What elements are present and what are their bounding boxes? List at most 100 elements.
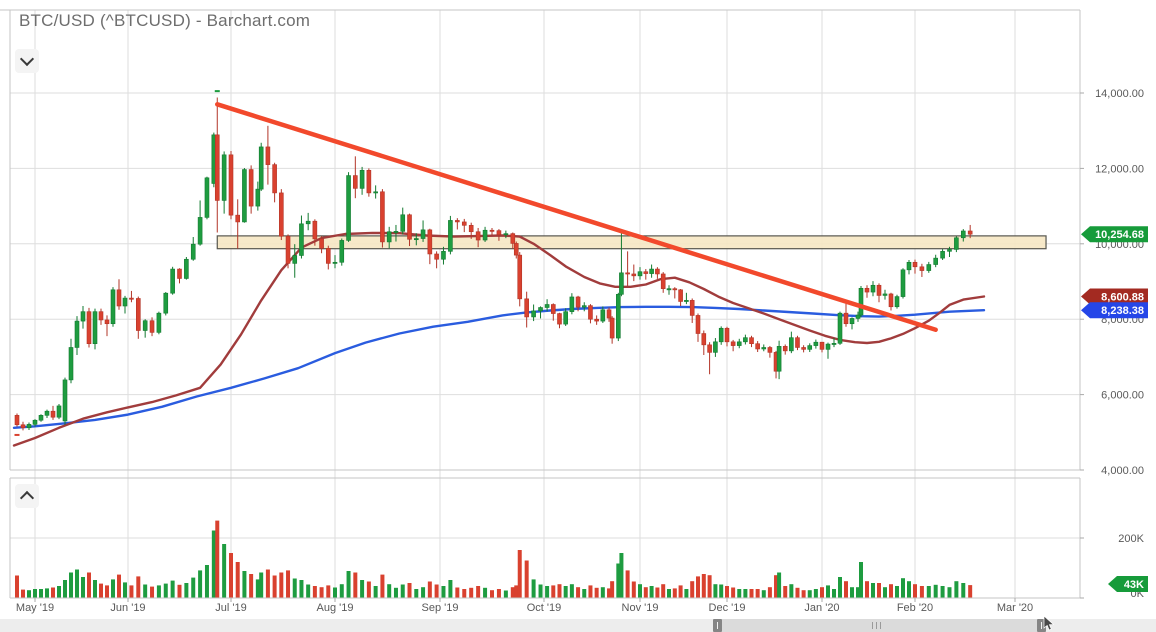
candle-body [825, 343, 831, 350]
volume-bar [826, 585, 830, 598]
volume-bar [99, 583, 103, 598]
volume-axis-label: 200K [1118, 533, 1144, 545]
candle-body [110, 289, 116, 325]
volume-bar [427, 581, 432, 598]
candle-body [299, 223, 304, 256]
candle-body [265, 146, 271, 165]
candle-body [149, 320, 155, 333]
candle-body [538, 307, 543, 312]
candle-body [743, 337, 748, 343]
candle-body [482, 229, 488, 241]
candle-body [701, 333, 707, 346]
scrollbar-right-handle[interactable] [1037, 619, 1046, 632]
last-price-badge [1081, 226, 1148, 243]
volume-bar [551, 585, 556, 598]
volume-bar [783, 586, 788, 598]
candle-body [346, 175, 351, 241]
candle-body [870, 284, 876, 293]
candle-body [858, 287, 864, 316]
volume-bar [211, 530, 216, 598]
candle-body [575, 296, 581, 308]
candle-body [736, 341, 742, 346]
volume-bar [947, 587, 952, 598]
volume-bar [346, 571, 351, 598]
volume-bar [222, 544, 227, 598]
volume-bar [469, 587, 474, 598]
candle-body [616, 294, 621, 339]
volume-bar [961, 583, 966, 598]
candle-body [339, 240, 345, 263]
candle-body [724, 327, 730, 343]
scrollbar-selected-range[interactable] [722, 619, 1037, 632]
scrollbar-left-handle[interactable] [713, 619, 722, 632]
volume-bar [265, 569, 270, 598]
last-price-badge-label: 10,254.68 [1095, 229, 1144, 241]
mouse-cursor [1043, 616, 1055, 631]
candle-body [92, 311, 98, 345]
volume-bar [319, 587, 324, 598]
volume-bar [514, 585, 519, 598]
volume-bar [123, 582, 127, 598]
volume-bar [476, 586, 481, 598]
volume-bar [684, 589, 689, 598]
volume-bar [913, 584, 917, 598]
candle-body [926, 264, 932, 271]
candle-body [625, 272, 630, 275]
volume-bar [933, 584, 938, 598]
candle-body [14, 415, 20, 426]
candle-body [678, 289, 683, 302]
candle-body [594, 318, 599, 322]
volume-bar [777, 572, 782, 598]
volume-bar [496, 589, 501, 598]
collapse-volume-panel-button[interactable] [15, 484, 39, 508]
volume-bar [877, 583, 881, 598]
volume-bar [353, 572, 358, 598]
fast-moving-average-line [12, 231, 986, 447]
volume-bar [672, 588, 677, 598]
candle-body [235, 214, 241, 223]
candle-body [666, 288, 672, 291]
candle-body [242, 169, 247, 223]
scrollbar-grip-icon[interactable] [872, 622, 884, 629]
candle-body [637, 271, 643, 277]
candle-body [843, 312, 849, 325]
candle-body [531, 310, 536, 318]
volume-bar [299, 580, 304, 598]
volume-bar [588, 585, 593, 598]
candle-body [795, 337, 800, 348]
candle-body [660, 273, 666, 289]
candle-body [906, 261, 912, 271]
candle-body [609, 317, 615, 339]
candle-body [517, 254, 523, 300]
volume-bar [643, 587, 648, 598]
collapse-main-panel-button[interactable] [15, 49, 39, 73]
candle-body [50, 410, 56, 418]
volume-bar [557, 584, 562, 598]
candle-body [749, 337, 754, 345]
volume-bar [483, 587, 488, 598]
volume-bar [871, 583, 875, 598]
candle-body [940, 251, 945, 259]
candle-body [292, 255, 298, 264]
candle-body [184, 258, 189, 279]
x-axis-label: Oct '19 [527, 602, 562, 614]
candle-body [713, 341, 718, 353]
volume-bar [21, 589, 25, 598]
volume-bar [807, 590, 812, 598]
volume-bar [333, 587, 337, 598]
candle-body [258, 146, 264, 190]
volume-bar [655, 587, 660, 598]
volume-bar [63, 580, 67, 598]
time-range-scrollbar[interactable] [0, 619, 1156, 632]
extreme-marker [14, 433, 20, 436]
volume-bar [448, 580, 453, 598]
candle-body [619, 272, 624, 295]
volume-bar [625, 570, 630, 598]
candle-body [544, 304, 550, 308]
candle-body [960, 230, 966, 239]
volume-bar [517, 550, 522, 598]
volume-bar [594, 587, 599, 598]
candle-body [707, 344, 712, 353]
volume-bar [111, 579, 115, 598]
